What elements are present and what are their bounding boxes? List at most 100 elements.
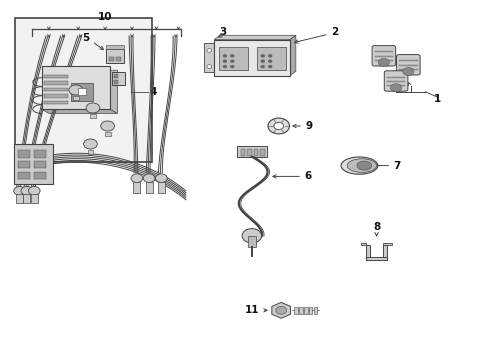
- Circle shape: [28, 186, 40, 195]
- Bar: [14, 144, 53, 184]
- Text: 10: 10: [98, 12, 112, 22]
- Bar: [34, 150, 46, 158]
- Bar: [253, 149, 258, 156]
- Circle shape: [86, 103, 100, 113]
- Bar: [299, 307, 302, 314]
- Bar: [44, 94, 68, 98]
- Text: 7: 7: [393, 161, 400, 171]
- Text: 9: 9: [305, 121, 312, 131]
- Circle shape: [267, 60, 271, 63]
- Text: 11: 11: [244, 305, 259, 315]
- Bar: [18, 172, 30, 179]
- Bar: [71, 83, 93, 101]
- Bar: [241, 149, 245, 156]
- Bar: [109, 57, 114, 61]
- Bar: [87, 150, 93, 154]
- Bar: [237, 146, 266, 157]
- Bar: [361, 243, 366, 246]
- Bar: [374, 51, 392, 53]
- Circle shape: [206, 49, 211, 52]
- Circle shape: [143, 174, 155, 183]
- Bar: [116, 57, 121, 61]
- Circle shape: [83, 139, 97, 149]
- Bar: [41, 66, 110, 109]
- Circle shape: [206, 65, 211, 68]
- Circle shape: [230, 65, 234, 68]
- Circle shape: [267, 118, 289, 134]
- Circle shape: [402, 67, 413, 76]
- Ellipse shape: [356, 161, 371, 170]
- Bar: [133, 182, 140, 193]
- Ellipse shape: [341, 157, 377, 174]
- Bar: [398, 60, 417, 62]
- Bar: [382, 243, 391, 246]
- Bar: [260, 149, 264, 156]
- Text: 2: 2: [331, 27, 338, 37]
- Bar: [386, 81, 405, 82]
- Bar: [308, 307, 312, 314]
- Bar: [31, 194, 38, 203]
- Bar: [257, 47, 285, 70]
- Circle shape: [14, 186, 25, 195]
- Bar: [73, 96, 79, 100]
- Bar: [44, 75, 68, 78]
- Bar: [34, 172, 46, 179]
- Circle shape: [267, 54, 271, 57]
- Text: 6: 6: [304, 171, 311, 181]
- Bar: [15, 18, 151, 162]
- Bar: [247, 236, 255, 247]
- Bar: [304, 307, 307, 314]
- Text: 8: 8: [372, 222, 379, 232]
- Bar: [158, 182, 164, 193]
- Circle shape: [223, 54, 226, 57]
- FancyBboxPatch shape: [371, 46, 395, 66]
- Circle shape: [230, 54, 234, 57]
- Bar: [78, 88, 85, 95]
- Text: 4: 4: [149, 87, 156, 97]
- Bar: [18, 150, 30, 158]
- Bar: [145, 182, 152, 193]
- Circle shape: [69, 85, 82, 95]
- Bar: [398, 65, 417, 66]
- Bar: [374, 56, 392, 57]
- Bar: [313, 307, 317, 314]
- Bar: [34, 161, 46, 168]
- Bar: [112, 72, 124, 85]
- Circle shape: [390, 84, 401, 92]
- Polygon shape: [110, 70, 117, 113]
- Text: 1: 1: [433, 94, 440, 104]
- Bar: [18, 161, 30, 168]
- Bar: [114, 80, 118, 84]
- Bar: [106, 49, 123, 63]
- Bar: [106, 45, 123, 49]
- Circle shape: [273, 122, 283, 130]
- Circle shape: [223, 65, 226, 68]
- Bar: [204, 43, 216, 72]
- Bar: [386, 85, 405, 86]
- Bar: [90, 114, 96, 118]
- Bar: [44, 88, 68, 91]
- Bar: [398, 69, 417, 70]
- Circle shape: [223, 60, 226, 63]
- Bar: [247, 149, 251, 156]
- Bar: [294, 307, 297, 314]
- Bar: [104, 132, 110, 136]
- Polygon shape: [41, 109, 117, 113]
- Bar: [44, 81, 68, 85]
- Circle shape: [261, 60, 264, 63]
- Bar: [219, 47, 247, 70]
- FancyBboxPatch shape: [384, 71, 407, 91]
- Circle shape: [378, 58, 388, 67]
- Bar: [374, 60, 392, 61]
- Circle shape: [155, 174, 167, 183]
- Circle shape: [267, 65, 271, 68]
- Bar: [386, 77, 405, 78]
- Circle shape: [131, 174, 142, 183]
- Bar: [23, 194, 30, 203]
- Circle shape: [101, 121, 114, 131]
- Circle shape: [261, 54, 264, 57]
- Bar: [365, 257, 386, 260]
- Polygon shape: [214, 35, 295, 40]
- Bar: [365, 245, 369, 260]
- Circle shape: [21, 186, 33, 195]
